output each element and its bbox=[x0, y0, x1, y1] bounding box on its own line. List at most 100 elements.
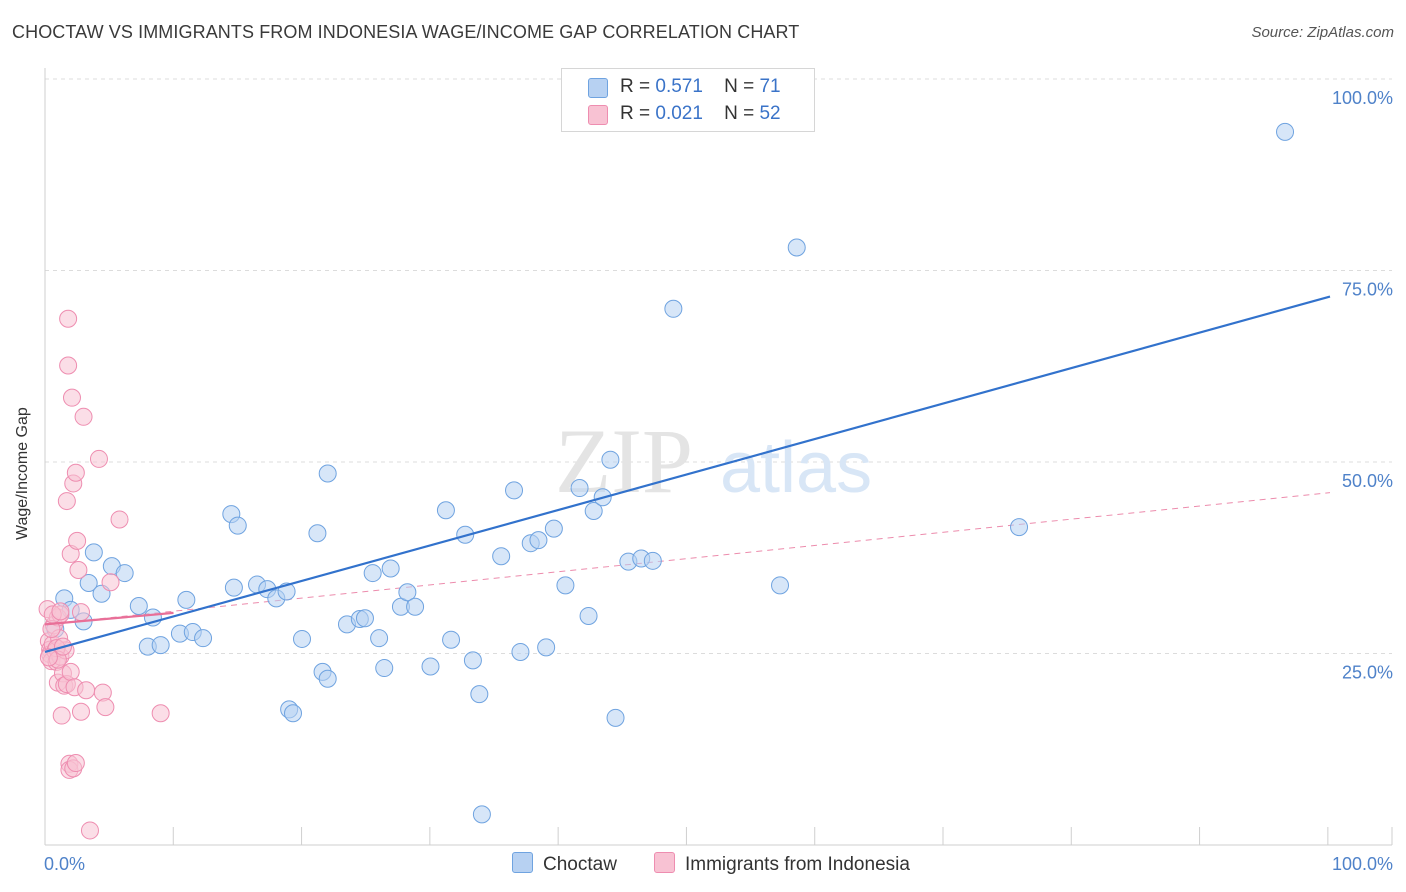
gridlines bbox=[45, 78, 1392, 654]
point-choctaw bbox=[436, 501, 455, 520]
point-indonesia bbox=[61, 662, 80, 681]
legend-n-value: 52 bbox=[759, 103, 781, 124]
point-choctaw bbox=[584, 502, 603, 521]
point-choctaw bbox=[1010, 518, 1029, 537]
point-indonesia bbox=[71, 603, 90, 622]
bottom-legend-label-indonesia: Immigrants from Indonesia bbox=[685, 854, 910, 875]
point-choctaw bbox=[224, 578, 243, 597]
legend-r-value: 0.571 bbox=[655, 76, 703, 97]
source-label: Source: ZipAtlas.com bbox=[1251, 24, 1394, 41]
point-indonesia bbox=[151, 704, 170, 723]
point-choctaw bbox=[177, 590, 196, 609]
point-indonesia bbox=[69, 561, 88, 580]
point-choctaw bbox=[544, 519, 563, 538]
point-choctaw bbox=[556, 576, 575, 595]
legend-r-label: R = bbox=[620, 76, 651, 97]
data-points bbox=[38, 122, 1331, 840]
point-indonesia bbox=[89, 449, 108, 468]
point-choctaw bbox=[1276, 122, 1295, 141]
point-indonesia bbox=[101, 573, 120, 592]
point-choctaw bbox=[194, 629, 213, 648]
point-indonesia bbox=[74, 407, 93, 426]
trend-line-indonesia bbox=[44, 611, 174, 626]
point-choctaw bbox=[79, 574, 98, 593]
point-indonesia bbox=[62, 388, 81, 407]
point-choctaw bbox=[375, 659, 394, 678]
point-choctaw bbox=[318, 464, 337, 483]
point-choctaw bbox=[284, 704, 303, 723]
point-choctaw bbox=[398, 583, 417, 602]
point-choctaw bbox=[381, 559, 400, 578]
point-choctaw bbox=[492, 547, 511, 566]
point-indonesia bbox=[80, 821, 99, 840]
point-choctaw bbox=[771, 576, 790, 595]
point-choctaw bbox=[115, 564, 134, 583]
point-choctaw bbox=[129, 597, 148, 616]
point-choctaw bbox=[370, 629, 389, 648]
point-indonesia bbox=[77, 681, 96, 700]
point-choctaw bbox=[643, 551, 662, 570]
point-indonesia bbox=[110, 510, 129, 529]
point-indonesia bbox=[71, 702, 90, 721]
point-indonesia bbox=[66, 463, 85, 482]
point-choctaw bbox=[579, 606, 598, 625]
point-indonesia bbox=[96, 698, 115, 717]
point-choctaw bbox=[511, 642, 530, 661]
point-choctaw bbox=[355, 609, 374, 628]
watermark-atlas: atlas bbox=[720, 428, 872, 508]
bottom-legend-swatch-choctaw bbox=[512, 852, 533, 873]
axes bbox=[44, 68, 1393, 846]
point-choctaw bbox=[308, 524, 327, 543]
y-tick-label: 100.0% bbox=[1332, 88, 1393, 108]
point-choctaw bbox=[570, 479, 589, 498]
point-choctaw bbox=[787, 238, 806, 257]
bottom-legend-label-choctaw: Choctaw bbox=[543, 854, 617, 875]
point-choctaw bbox=[463, 651, 482, 670]
point-choctaw bbox=[228, 516, 247, 535]
point-choctaw bbox=[472, 805, 491, 824]
point-choctaw bbox=[84, 543, 103, 562]
point-choctaw bbox=[470, 685, 489, 704]
point-choctaw bbox=[537, 638, 556, 657]
legend-swatch-choctaw bbox=[588, 78, 608, 98]
legend-n-label: N = bbox=[724, 103, 755, 124]
point-choctaw bbox=[601, 450, 620, 469]
x-tick-label: 0.0% bbox=[44, 854, 85, 874]
point-choctaw bbox=[421, 657, 440, 676]
point-indonesia bbox=[51, 602, 70, 621]
legend-n-label: N = bbox=[724, 76, 755, 97]
y-tick-label: 50.0% bbox=[1342, 471, 1393, 491]
legend-n-value: 71 bbox=[759, 76, 781, 97]
point-choctaw bbox=[529, 531, 548, 550]
bottom-legend-choctaw: Choctaw bbox=[512, 852, 617, 876]
point-choctaw bbox=[442, 630, 461, 649]
bottom-legend-swatch-indonesia bbox=[654, 852, 675, 873]
y-tick-label: 25.0% bbox=[1342, 663, 1393, 683]
point-choctaw bbox=[318, 669, 337, 688]
point-indonesia bbox=[59, 309, 78, 328]
point-indonesia bbox=[39, 648, 58, 667]
point-indonesia bbox=[52, 706, 71, 725]
correlation-legend: R = 0.571 N = 71 R = 0.021 N = 52 bbox=[561, 68, 815, 132]
legend-r-label: R = bbox=[620, 103, 651, 124]
legend-r-value: 0.021 bbox=[655, 103, 703, 124]
tick-labels: 25.0% 50.0% 75.0% 100.0% 0.0% 100.0% bbox=[44, 88, 1393, 874]
trend-line-choctaw bbox=[44, 295, 1331, 654]
point-indonesia bbox=[68, 531, 87, 550]
point-indonesia bbox=[66, 754, 85, 773]
point-choctaw bbox=[664, 299, 683, 318]
x-tick-label: 100.0% bbox=[1332, 854, 1393, 874]
point-choctaw bbox=[363, 564, 382, 583]
point-choctaw bbox=[606, 708, 625, 727]
bottom-legend-indonesia: Immigrants from Indonesia bbox=[654, 852, 910, 876]
legend-swatch-indonesia bbox=[588, 105, 608, 125]
point-choctaw bbox=[293, 629, 311, 648]
point-indonesia bbox=[57, 492, 76, 511]
point-choctaw bbox=[505, 481, 524, 500]
watermark-zip: ZIP bbox=[555, 410, 693, 512]
point-indonesia bbox=[59, 356, 78, 375]
point-choctaw bbox=[151, 636, 170, 655]
chart-title: CHOCTAW VS IMMIGRANTS FROM INDONESIA WAG… bbox=[12, 22, 800, 42]
y-tick-label: 75.0% bbox=[1342, 280, 1393, 300]
